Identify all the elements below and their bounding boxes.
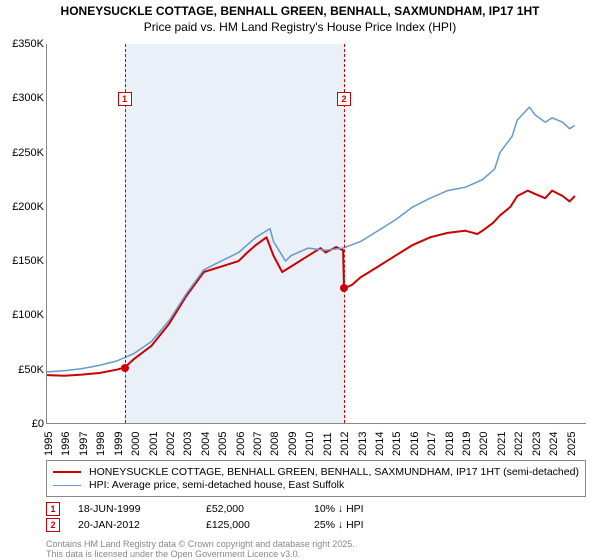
transaction-row: 1 18-JUN-1999 £52,000 10% ↓ HPI bbox=[46, 502, 586, 516]
x-axis-label: 2025 bbox=[566, 432, 578, 456]
y-axis-label: £150K bbox=[12, 255, 44, 267]
x-axis-label: 2000 bbox=[130, 432, 142, 456]
title-line1: HONEYSUCKLE COTTAGE, BENHALL GREEN, BENH… bbox=[8, 4, 592, 18]
legend-label-property: HONEYSUCKLE COTTAGE, BENHALL GREEN, BENH… bbox=[89, 466, 579, 478]
footer-line2: This data is licensed under the Open Gov… bbox=[46, 550, 355, 560]
legend-swatch-hpi bbox=[53, 485, 81, 486]
transaction-table: 1 18-JUN-1999 £52,000 10% ↓ HPI 2 20-JAN… bbox=[46, 500, 586, 534]
legend-swatch-property bbox=[53, 471, 81, 473]
x-axis-label: 2023 bbox=[531, 432, 543, 456]
x-axis-label: 2003 bbox=[182, 432, 194, 456]
transaction-marker-box: 1 bbox=[118, 92, 132, 106]
x-axis-label: 1997 bbox=[78, 432, 90, 456]
legend-item-hpi: HPI: Average price, semi-detached house,… bbox=[53, 479, 579, 491]
y-axis-label: £50K bbox=[18, 364, 44, 376]
price-chart: 12 bbox=[46, 44, 586, 424]
x-axis-label: 2020 bbox=[478, 432, 490, 456]
x-axis-label: 2016 bbox=[409, 432, 421, 456]
x-axis-label: 2004 bbox=[200, 432, 212, 456]
transaction-row: 2 20-JAN-2012 £125,000 25% ↓ HPI bbox=[46, 518, 586, 532]
transaction-date: 18-JUN-1999 bbox=[78, 503, 188, 515]
x-axis-label: 1998 bbox=[95, 432, 107, 456]
x-axis-label: 2001 bbox=[148, 432, 160, 456]
transaction-dot-icon bbox=[340, 284, 348, 292]
title-line2: Price paid vs. HM Land Registry's House … bbox=[8, 20, 592, 34]
x-axis-label: 1995 bbox=[43, 432, 55, 456]
x-axis-label: 2022 bbox=[513, 432, 525, 456]
x-axis-label: 2012 bbox=[339, 432, 351, 456]
x-axis-label: 1999 bbox=[113, 432, 125, 456]
chart-title-block: HONEYSUCKLE COTTAGE, BENHALL GREEN, BENH… bbox=[0, 0, 600, 36]
x-axis-label: 2024 bbox=[548, 432, 560, 456]
x-axis-label: 2002 bbox=[165, 432, 177, 456]
y-axis-label: £200K bbox=[12, 201, 44, 213]
attribution-footer: Contains HM Land Registry data © Crown c… bbox=[46, 540, 355, 560]
y-axis-label: £0 bbox=[32, 418, 44, 430]
transaction-dot-icon bbox=[121, 364, 129, 372]
transaction-marker-icon: 1 bbox=[46, 502, 60, 516]
series-hpi bbox=[47, 107, 575, 372]
x-axis-label: 2019 bbox=[461, 432, 473, 456]
x-axis-label: 2013 bbox=[357, 432, 369, 456]
transaction-marker-icon: 2 bbox=[46, 518, 60, 532]
x-axis-label: 2006 bbox=[235, 432, 247, 456]
legend-label-hpi: HPI: Average price, semi-detached house,… bbox=[89, 479, 344, 491]
x-axis-label: 2011 bbox=[322, 432, 334, 456]
y-axis-label: £250K bbox=[12, 147, 44, 159]
transaction-date: 20-JAN-2012 bbox=[78, 519, 188, 531]
legend-item-property: HONEYSUCKLE COTTAGE, BENHALL GREEN, BENH… bbox=[53, 466, 579, 478]
y-axis-label: £100K bbox=[12, 309, 44, 321]
x-axis-label: 2010 bbox=[304, 432, 316, 456]
x-axis-label: 2007 bbox=[252, 432, 264, 456]
transaction-price: £52,000 bbox=[206, 503, 296, 515]
x-axis-label: 2005 bbox=[217, 432, 229, 456]
x-axis-label: 2021 bbox=[496, 432, 508, 456]
x-axis-label: 2014 bbox=[374, 432, 386, 456]
transaction-marker-box: 2 bbox=[337, 92, 351, 106]
series-property_price bbox=[47, 191, 575, 376]
x-axis-label: 2008 bbox=[269, 432, 281, 456]
x-axis-label: 2015 bbox=[391, 432, 403, 456]
transaction-delta: 25% ↓ HPI bbox=[314, 519, 404, 531]
y-axis-label: £350K bbox=[12, 38, 44, 50]
legend: HONEYSUCKLE COTTAGE, BENHALL GREEN, BENH… bbox=[46, 460, 586, 497]
y-axis-label: £300K bbox=[12, 92, 44, 104]
x-axis-label: 2017 bbox=[426, 432, 438, 456]
x-axis-label: 2009 bbox=[287, 432, 299, 456]
x-axis-label: 1996 bbox=[60, 432, 72, 456]
transaction-delta: 10% ↓ HPI bbox=[314, 503, 404, 515]
x-axis-label: 2018 bbox=[444, 432, 456, 456]
transaction-price: £125,000 bbox=[206, 519, 296, 531]
